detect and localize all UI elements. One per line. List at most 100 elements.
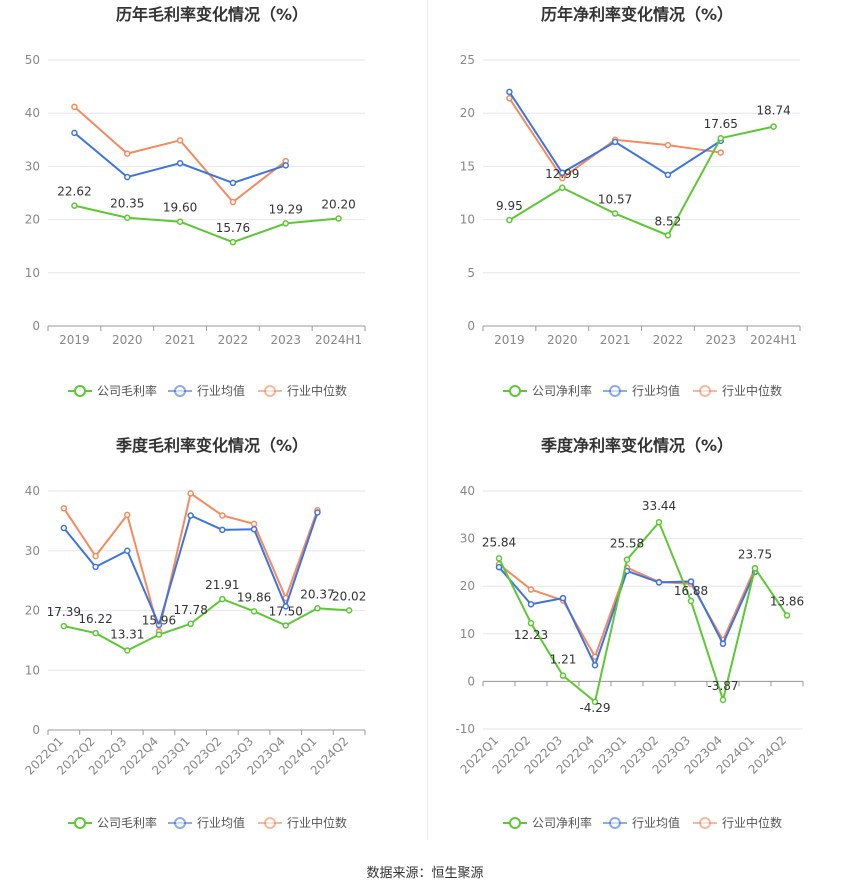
quarterly-net-margin-svg: 季度净利率变化情况（%）-100102030402022Q12022Q22022… bbox=[455, 436, 804, 830]
data-label: 17.78 bbox=[173, 603, 207, 617]
series-line-company bbox=[498, 520, 788, 704]
data-point-company bbox=[770, 123, 777, 130]
legend-label-avg: 行业均值 bbox=[197, 815, 245, 830]
data-label: 18.74 bbox=[756, 104, 790, 118]
data-point-company bbox=[591, 698, 599, 706]
data-label: 16.88 bbox=[674, 584, 708, 598]
data-label: 20.02 bbox=[332, 589, 366, 603]
x-tick-label: 2023 bbox=[705, 333, 736, 347]
legend-swatch-marker-median bbox=[699, 385, 711, 397]
data-label: 20.20 bbox=[321, 198, 355, 212]
data-source-note: 数据来源：恒生聚源 bbox=[366, 866, 484, 881]
y-tick-label: 10 bbox=[460, 627, 475, 641]
y-tick-label: 10 bbox=[460, 213, 475, 227]
data-point-median bbox=[250, 520, 258, 528]
data-label: 17.65 bbox=[704, 117, 738, 131]
y-tick-label: 0 bbox=[467, 674, 475, 688]
data-label: 19.60 bbox=[163, 201, 197, 215]
annual-net-margin-svg: 历年净利率变化情况（%） 0 5 10 15 20 25 2019 2020 2021 2022 20… bbox=[460, 5, 801, 398]
data-point-median bbox=[506, 95, 513, 102]
y-tick-label: 15 bbox=[460, 159, 475, 173]
data-label: 9.95 bbox=[496, 199, 523, 213]
data-label: 19.86 bbox=[237, 590, 271, 604]
annual-gross-margin-svg: 历年毛利率变化情况（%） 0 10 20 30 40 50 2019 2020 2021 2022 2… bbox=[25, 5, 366, 398]
legend-label-median: 行业中位数 bbox=[722, 383, 782, 398]
data-label: 25.84 bbox=[482, 535, 516, 549]
data-point-company bbox=[559, 672, 567, 679]
data-point-company bbox=[124, 214, 131, 221]
data-label: 23.75 bbox=[738, 547, 772, 561]
data-point-avg bbox=[155, 621, 163, 629]
data-point-company bbox=[155, 631, 163, 638]
data-point-avg bbox=[187, 512, 194, 519]
data-label: 12.99 bbox=[545, 167, 579, 181]
data-label: 17.39 bbox=[47, 605, 81, 619]
series-line-median bbox=[498, 563, 756, 660]
legend-swatch-marker-avg bbox=[609, 817, 621, 829]
data-point-median bbox=[664, 141, 672, 149]
legend-label-avg: 行业均值 bbox=[632, 815, 680, 830]
data-point-company bbox=[60, 622, 68, 630]
series-line-company bbox=[63, 597, 350, 652]
data-point-company bbox=[527, 619, 535, 627]
series-line-company bbox=[74, 204, 339, 244]
y-tick-label: 30 bbox=[460, 532, 475, 546]
data-label: 13.31 bbox=[110, 627, 144, 641]
data-label: 25.58 bbox=[610, 537, 644, 551]
data-point-avg bbox=[124, 547, 131, 554]
data-point-avg bbox=[506, 88, 513, 96]
data-point-median bbox=[71, 103, 78, 111]
x-tick-label: 2021 bbox=[600, 333, 631, 347]
data-point-company bbox=[687, 597, 695, 605]
data-label: 13.86 bbox=[770, 594, 804, 608]
legend-label-avg: 行业均值 bbox=[632, 383, 680, 398]
data-point-avg bbox=[664, 171, 672, 179]
data-label: 10.57 bbox=[598, 193, 632, 207]
legend-swatch-marker-company bbox=[509, 385, 521, 397]
data-point-company bbox=[71, 202, 78, 209]
data-point-median bbox=[527, 586, 535, 593]
data-point-median bbox=[92, 552, 99, 560]
data-label: 19.29 bbox=[269, 202, 303, 216]
legend-swatch-marker-company bbox=[74, 385, 86, 397]
chart-title: 季度毛利率变化情况（%） bbox=[115, 436, 308, 455]
data-point-company bbox=[719, 696, 727, 704]
x-tick-label: 2019 bbox=[494, 333, 525, 347]
data-point-avg bbox=[92, 563, 99, 571]
y-tick-label: 25 bbox=[460, 53, 475, 67]
data-point-avg bbox=[719, 640, 727, 648]
y-tick-label: 0 bbox=[32, 319, 40, 333]
data-label: -4.29 bbox=[579, 701, 610, 715]
y-tick-label: 40 bbox=[25, 484, 40, 498]
data-label: 15.96 bbox=[142, 614, 176, 628]
data-label: -3.87 bbox=[707, 679, 738, 693]
data-point-median bbox=[229, 198, 237, 206]
data-point-company bbox=[611, 210, 619, 217]
chart-quarterly-gross-margin: 季度毛利率变化情况（%） 0 10 20 30 40 2022Q1 2022Q2 2022Q3 2… bbox=[0, 425, 425, 855]
data-point-company bbox=[559, 184, 566, 192]
data-label: 22.62 bbox=[57, 185, 91, 199]
x-tick-label: 2024H1 bbox=[750, 333, 797, 347]
y-tick-label: 0 bbox=[32, 723, 40, 737]
data-label: 16.22 bbox=[78, 612, 112, 626]
chart-annual-net-margin: 历年净利率变化情况（%） 0 5 10 15 20 25 2019 2020 2021 2022 20… bbox=[425, 0, 850, 420]
series-line-avg bbox=[508, 91, 722, 177]
y-tick-label: 0 bbox=[467, 319, 475, 333]
data-label: 8.52 bbox=[655, 214, 682, 228]
y-tick-label: 20 bbox=[25, 213, 40, 227]
legend-swatch-marker-median bbox=[699, 817, 711, 829]
legend-swatch-marker-avg bbox=[174, 385, 186, 397]
legend-label-company: 公司净利率 bbox=[532, 383, 592, 398]
legend-swatch-marker-company bbox=[509, 817, 521, 829]
data-point-avg bbox=[611, 138, 619, 146]
data-point-avg bbox=[282, 162, 289, 169]
legend-swatch-marker-median bbox=[264, 385, 276, 397]
y-tick-label: 30 bbox=[25, 159, 40, 173]
chart-title: 季度净利率变化情况（%） bbox=[540, 436, 733, 455]
data-point-avg bbox=[591, 661, 599, 669]
data-point-avg bbox=[229, 179, 237, 187]
y-tick-label: -10 bbox=[455, 722, 475, 736]
data-point-median bbox=[717, 149, 724, 156]
x-tick-label: 2020 bbox=[547, 333, 578, 347]
legend-label-median: 行业中位数 bbox=[287, 383, 347, 398]
